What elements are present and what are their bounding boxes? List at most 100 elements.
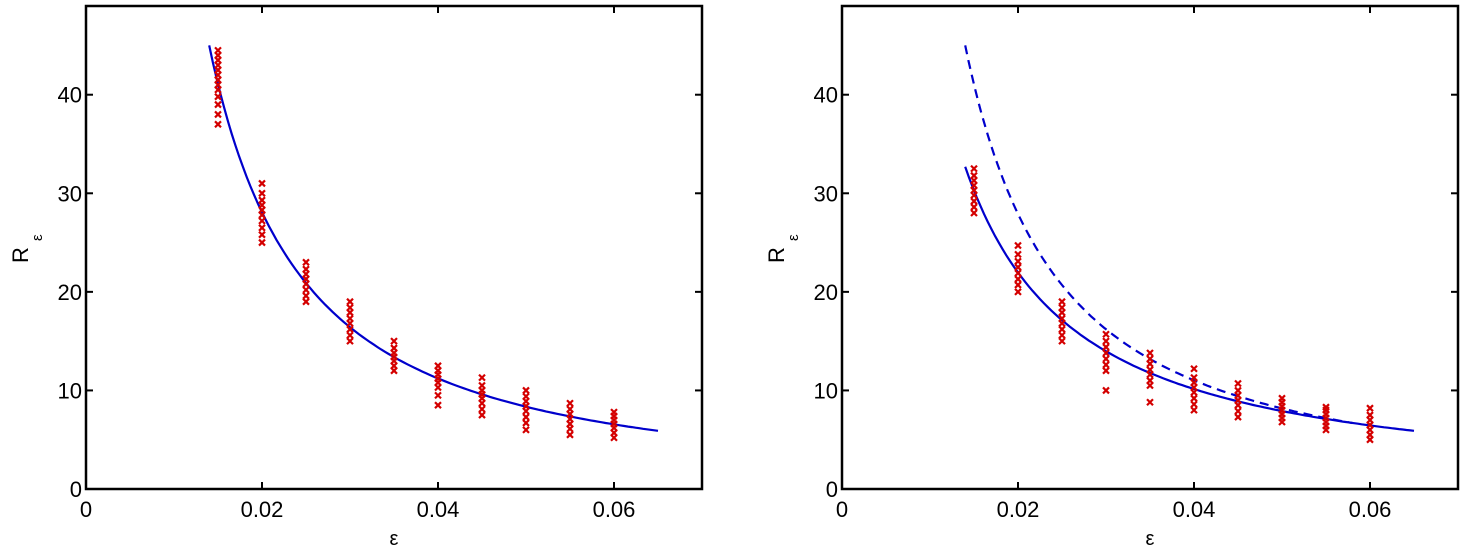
data-point [478,381,486,390]
data-point [1102,355,1110,363]
data-point [1014,269,1022,277]
axes-box [840,4,1460,491]
x-axis-label: ε [1146,528,1155,549]
dashed-fit-curve [964,45,1353,425]
data-point [970,171,978,180]
y-axis-label-subscript: ε [29,234,46,241]
data-point [1234,407,1242,415]
data-point [1234,386,1242,395]
y-tick-label: 30 [58,181,82,206]
data-point [214,110,222,119]
data-point [258,189,266,198]
data-point [346,331,354,340]
data-point [302,286,310,294]
data-point [302,297,310,306]
axes-box [84,4,704,491]
x-tick-label: 0.02 [997,497,1040,522]
y-tick-label: 40 [58,83,82,108]
data-point [258,196,266,204]
data-point [346,337,354,345]
data-point [1322,403,1330,411]
data-point [434,362,442,370]
data-point [1366,404,1374,412]
data-point [1102,366,1110,375]
x-tick-label: 0.06 [1349,497,1392,522]
y-tick-label: 0 [70,477,82,502]
data-point [214,46,222,55]
data-point [434,401,442,409]
data-point [1058,314,1066,323]
data-point [1058,331,1066,340]
data-point [522,419,530,427]
y-axis-label-subscript: ε [785,234,802,241]
data-point [1058,297,1066,306]
data-point [610,408,618,416]
data-point [1190,394,1198,403]
data-point [522,392,530,401]
data-point [478,373,486,382]
x-tick-label: 0 [80,497,92,522]
data-point [1190,373,1198,382]
y-tick-label: 10 [814,378,838,403]
data-point [1014,288,1022,296]
data-point [214,92,222,101]
y-tick-label: 40 [814,83,838,108]
solid-fit-curve [208,45,659,432]
data-point [1014,275,1022,283]
data-point [346,303,354,312]
data-point [478,411,486,419]
data-point [1146,365,1154,374]
data-point [1058,303,1066,312]
data-point [346,314,354,323]
data-point [302,258,310,267]
data-point [1102,343,1110,351]
y-tick-label: 30 [814,181,838,206]
data-point [970,197,978,205]
data-point [1146,398,1154,407]
data-point [390,337,398,345]
data-point [1014,281,1022,289]
y-tick-label: 20 [58,280,82,305]
data-point [346,325,354,334]
y-axis-label: Rε [764,234,802,263]
data-point [214,100,222,109]
data-point [1190,364,1198,373]
data-point [258,217,266,225]
data-point [1014,250,1022,259]
data-point [1058,337,1066,345]
solid-fit-curve [964,166,1415,432]
data-point [258,230,266,239]
data-point [258,238,266,247]
y-axis-label-main: R [764,247,789,263]
x-tick-label: 0 [836,497,848,522]
data-point [1234,379,1242,388]
data-point [970,164,978,173]
data-point [214,120,222,129]
data-point [1278,394,1286,403]
data-point [566,405,574,413]
data-point [1014,257,1022,266]
y-tick-label: 10 [58,378,82,403]
data-point [1190,406,1198,414]
data-point [1102,349,1110,357]
data-point [434,391,442,400]
data-point [302,265,310,273]
data-point [258,179,266,188]
x-tick-label: 0.06 [593,497,636,522]
data-point [478,405,486,413]
data-point [1102,337,1110,345]
data-point [1146,349,1154,357]
data-point [390,344,398,352]
data-point [1102,330,1110,339]
data-point [566,399,574,408]
data-point [258,224,266,232]
data-point [1102,361,1110,369]
data-point [302,292,310,300]
data-point [1366,411,1374,419]
x-axis-label: ε [390,528,399,549]
y-axis-label-main: R [8,247,33,263]
data-point [1014,263,1022,271]
y-axis-label: Rε [8,234,46,263]
